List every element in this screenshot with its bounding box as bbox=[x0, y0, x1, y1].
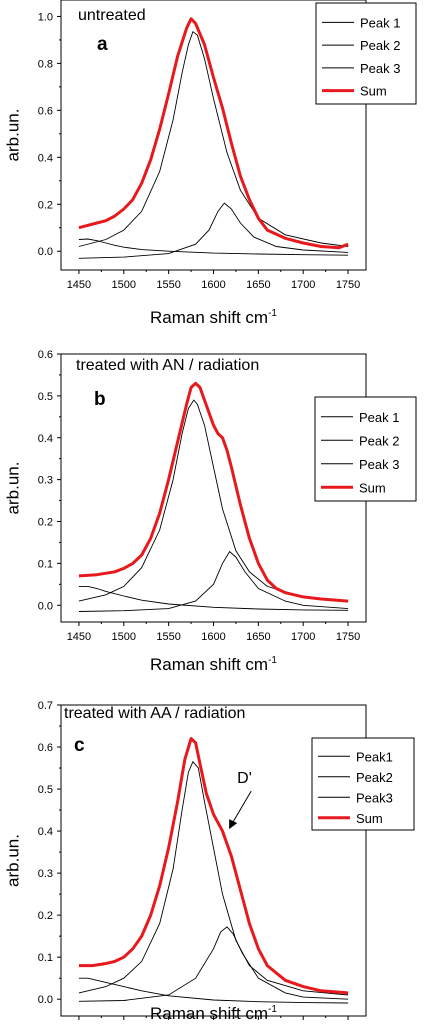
x-axis-title: Raman shift cm-1 bbox=[150, 308, 277, 327]
x-tick-label: 1450 bbox=[67, 279, 91, 291]
x-tick-label: 1450 bbox=[67, 631, 91, 643]
legend-label: Peak 1 bbox=[359, 410, 399, 425]
legend-label: Peak2 bbox=[356, 770, 393, 785]
x-tick-label: 1750 bbox=[336, 631, 360, 643]
legend-label: Sum bbox=[360, 84, 387, 99]
y-tick-label: 0.1 bbox=[38, 952, 53, 964]
legend-label: Peak3 bbox=[356, 790, 393, 805]
legend-label: Sum bbox=[359, 480, 386, 495]
series-peak-1 bbox=[78, 238, 349, 256]
annotation-arrow bbox=[230, 790, 252, 826]
x-tick-label: 1550 bbox=[156, 279, 180, 291]
legend-label: Peak 2 bbox=[359, 433, 399, 448]
y-tick-label: 0.0 bbox=[38, 246, 53, 258]
series-peak-3 bbox=[78, 202, 349, 259]
series-sum bbox=[78, 737, 349, 995]
legend-label: Sum bbox=[356, 811, 383, 826]
y-tick-label: 0.6 bbox=[38, 105, 53, 117]
y-axis-title: arb.un. bbox=[3, 834, 22, 887]
y-tick-label: 1.0 bbox=[38, 11, 53, 23]
legend-box bbox=[311, 737, 415, 831]
x-tick-label: 1500 bbox=[112, 279, 136, 291]
y-tick-label: 0.5 bbox=[38, 784, 53, 796]
legend-box bbox=[314, 396, 417, 502]
legend-box bbox=[315, 2, 417, 105]
y-tick-label: 0.2 bbox=[38, 910, 53, 922]
y-tick-label: 0.1 bbox=[38, 558, 53, 570]
series-peak-2 bbox=[78, 30, 349, 247]
y-axis-title: arb.un. bbox=[3, 109, 22, 162]
legend-label: Peak 3 bbox=[359, 457, 399, 472]
panel-b: 1450 1500 1550 1600 1650 1700 1750 0.0 0.1 0.2 0.3… bbox=[3, 349, 417, 674]
y-tick-label: 0.2 bbox=[38, 199, 53, 211]
y-tick-label: 0.0 bbox=[38, 994, 53, 1006]
series-peak-3 bbox=[78, 926, 349, 1002]
panel-letter: b bbox=[94, 389, 106, 410]
panel-c: 14501500155016001650170017500.00.10.20.3… bbox=[3, 700, 415, 1023]
legend: Peak1 Peak2 Peak3 Sum bbox=[311, 737, 415, 831]
panel-title: untreated bbox=[78, 7, 146, 24]
y-tick-label: 0.7 bbox=[38, 700, 53, 712]
y-tick-label: 0.6 bbox=[38, 742, 53, 754]
x-tick-label: 1750 bbox=[336, 279, 360, 291]
legend: Peak 1 Peak 2 Peak 3 Sum bbox=[315, 2, 417, 105]
panel-title: treated with AN / radiation bbox=[76, 357, 259, 374]
x-tick-label: 1700 bbox=[291, 631, 315, 643]
legend-label: Peak1 bbox=[356, 749, 393, 764]
y-tick-label: 0.6 bbox=[38, 349, 53, 361]
series-peak-3 bbox=[78, 550, 349, 612]
panel-a: 1450 1500 1550 1600 1650 1700 1750 0.0 0.2 0.4 0.6… bbox=[3, 0, 417, 327]
x-tick-label: 1650 bbox=[246, 279, 270, 291]
x-tick-label: 1650 bbox=[246, 631, 270, 643]
x-tick-label: 1600 bbox=[201, 631, 225, 643]
series-peak-2 bbox=[78, 399, 349, 602]
x-tick-label: 1700 bbox=[291, 279, 315, 291]
annotation-arrowhead bbox=[229, 819, 238, 830]
legend-label: Peak 1 bbox=[360, 15, 400, 30]
series-peak-1 bbox=[78, 977, 349, 1004]
y-tick-label: 0.4 bbox=[38, 152, 53, 164]
x-tick-label: 1550 bbox=[156, 631, 180, 643]
legend: Peak 1 Peak 2 Peak 3 Sum bbox=[314, 396, 417, 502]
y-tick-label: 0.4 bbox=[38, 826, 53, 838]
y-tick-label: 0.5 bbox=[38, 391, 53, 403]
y-tick-label: 0.4 bbox=[38, 433, 53, 445]
legend-label: Peak 3 bbox=[360, 61, 400, 76]
y-tick-label: 0.3 bbox=[38, 868, 53, 880]
x-tick-label: 1500 bbox=[112, 631, 136, 643]
panel-title: treated with AA / radiation bbox=[64, 705, 245, 722]
panel-letter: a bbox=[97, 34, 108, 55]
y-tick-label: 0.8 bbox=[38, 58, 53, 70]
annotation-label: D' bbox=[237, 770, 252, 787]
y-axis-title: arb.un. bbox=[3, 462, 22, 515]
x-tick-label: 1600 bbox=[201, 279, 225, 291]
y-tick-label: 0.3 bbox=[38, 475, 53, 487]
series-peak-1 bbox=[78, 585, 349, 611]
y-tick-label: 0.0 bbox=[38, 600, 53, 612]
series-sum bbox=[78, 381, 349, 603]
legend-label: Peak 2 bbox=[360, 38, 400, 53]
x-axis-title: Raman shift cm-1 bbox=[150, 655, 277, 674]
panel-letter: c bbox=[74, 735, 85, 756]
y-tick-label: 0.2 bbox=[38, 517, 53, 529]
x-axis-title: Raman shift cm-1 bbox=[150, 1004, 277, 1023]
series-sum bbox=[78, 17, 349, 250]
